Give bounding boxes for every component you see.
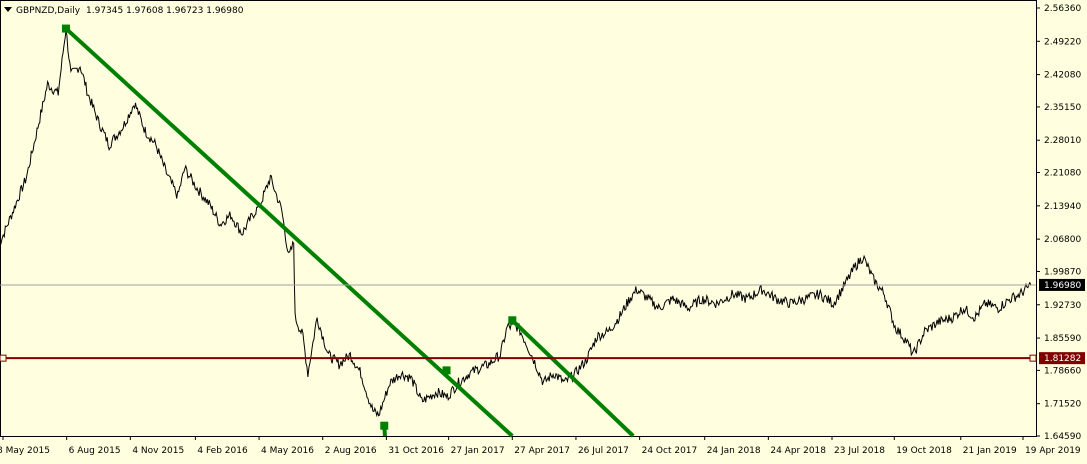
trendline-anchor-1[interactable] [61,24,70,33]
y-tick-label: 2.13940 [1044,202,1081,212]
y-tick-label: 1.85590 [1044,334,1081,344]
x-tick-label: 24 Oct 2017 [642,446,698,456]
y-tick-label: 2.35150 [1044,103,1081,113]
trendline-1[interactable] [64,27,514,438]
x-tick-label: 31 Oct 2016 [388,446,444,456]
level-layer[interactable] [0,284,1037,362]
y-tick-label: 2.28010 [1044,136,1081,146]
y-axis: 2.56360 2.49220 2.42080 2.35150 2.28010 2.210… [1036,4,1085,442]
y-tick-label: 1.64590 [1044,432,1081,442]
x-tick-label: 24 Apr 2018 [770,446,826,456]
y-tick-label: 1.99870 [1044,267,1081,277]
trendline-3[interactable] [510,318,635,438]
current-price-badge-label: 1.96980 [1044,281,1081,291]
y-tick-label: 2.06800 [1044,235,1081,245]
plot-frame [0,0,1037,437]
level-handle-left[interactable] [0,354,7,362]
x-tick-label: 8 May 2015 [0,446,50,456]
x-tick-label: 2 Aug 2016 [325,446,377,456]
x-tick-label: 23 Jul 2018 [834,446,885,456]
y-tick-label: 2.42080 [1044,71,1081,81]
x-tick-label: 6 Aug 2015 [69,446,121,456]
x-tick-label: 27 Apr 2017 [514,446,570,456]
x-tick-label: 19 Apr 2019 [1025,446,1081,456]
y-tick-label: 2.49220 [1044,37,1081,47]
level-price-badge [1039,352,1085,365]
plot-area[interactable] [0,0,1037,438]
x-tick-label: 21 Jan 2019 [963,446,1017,456]
x-tick-label: 26 Jul 2017 [578,446,629,456]
level-price-badge-label: 1.81282 [1044,354,1081,364]
y-tick-label: 1.71520 [1044,400,1081,410]
chart-header: GBPNZD,Daily 1.97345 1.97608 1.96723 1.9… [4,6,244,16]
x-axis: 8 May 2015 6 Aug 2015 4 Nov 2015 4 Feb 2016… [0,436,1081,456]
trendline-layer[interactable] [61,24,635,438]
trendline-anchor-3[interactable] [380,421,389,430]
x-tick-label: 27 Jan 2017 [451,446,505,456]
trendline-anchor-4[interactable] [508,316,517,325]
x-tick-label: 4 Nov 2015 [132,446,184,456]
y-tick-label: 2.21080 [1044,169,1081,179]
ohlc-values: 1.97345 1.97608 1.96723 1.96980 [86,6,244,16]
y-tick-label: 1.78660 [1044,366,1081,376]
y-tick-label: 1.92730 [1044,301,1081,311]
level-handle-right[interactable] [1029,354,1037,362]
trendline-anchor-2[interactable] [442,366,451,375]
y-tick-label: 2.56360 [1044,4,1081,14]
symbol-label: GBPNZD,Daily [16,6,81,16]
x-tick-label: 4 Feb 2016 [197,446,248,456]
chevron-down-icon[interactable] [4,7,12,12]
x-tick-label: 4 May 2016 [261,446,314,456]
current-price-badge [1039,278,1085,291]
x-tick-label: 19 Oct 2018 [896,446,952,456]
x-tick-label: 24 Jan 2018 [707,446,761,456]
